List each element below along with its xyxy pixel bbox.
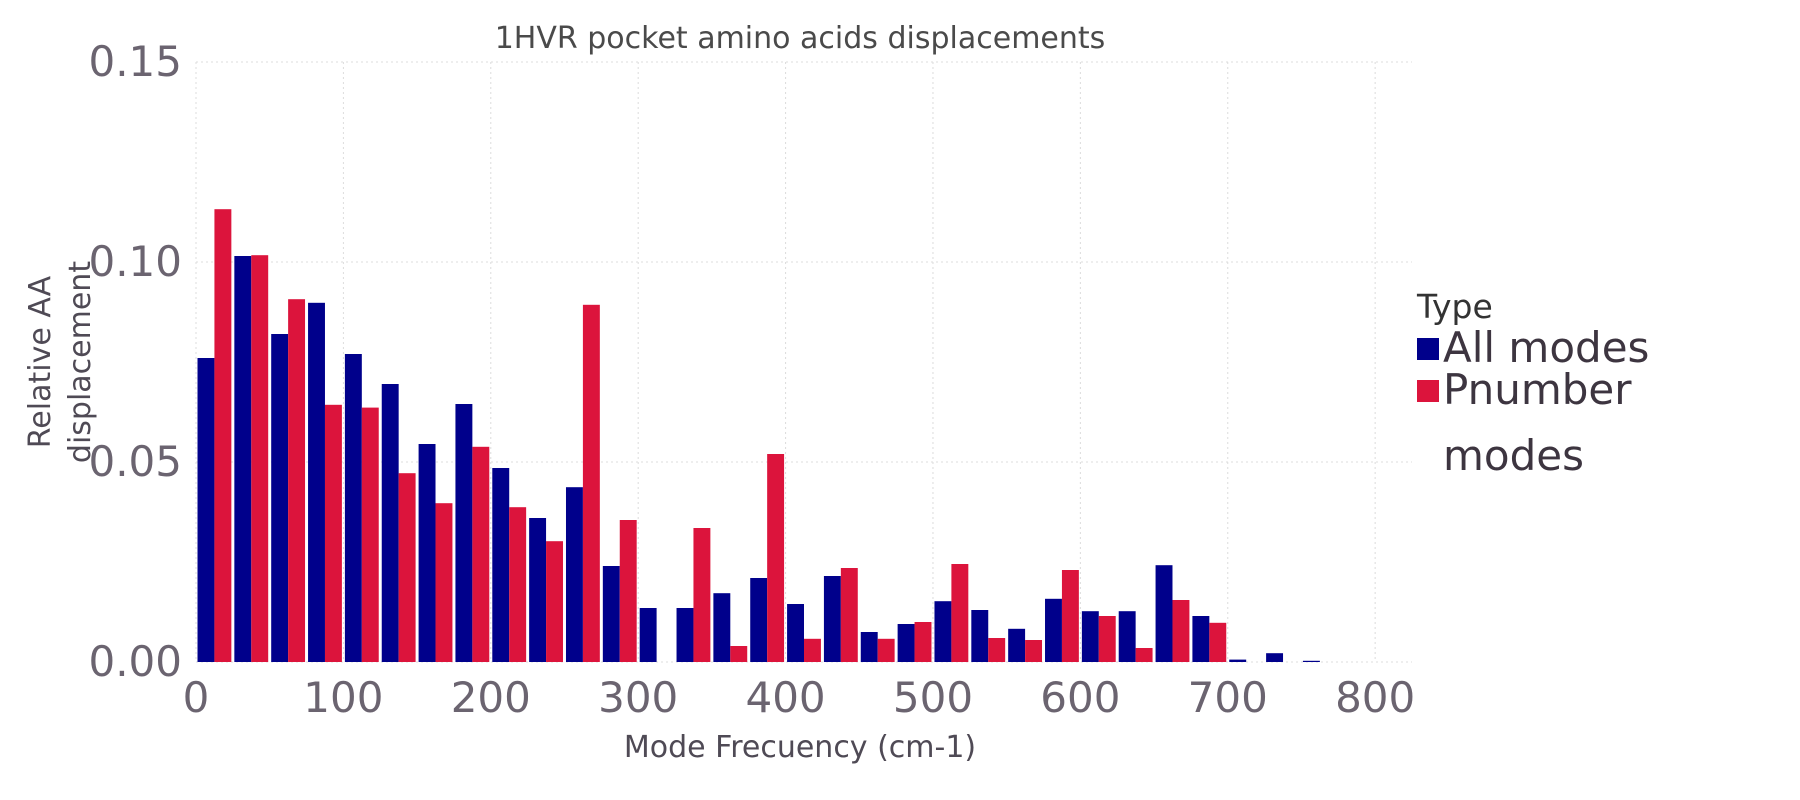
bar-all-modes (823, 576, 841, 662)
bar-pnumber-modes (730, 646, 748, 662)
bar-pnumber-modes (472, 446, 490, 662)
bar-pnumber-modes (877, 638, 895, 662)
bar-all-modes (1302, 660, 1320, 662)
x-axis-label: Mode Frecuency (cm-1) (624, 730, 976, 765)
bar-all-modes (1118, 611, 1136, 662)
bar-all-modes (971, 610, 989, 662)
bar-all-modes (197, 358, 215, 662)
bar-pnumber-modes (435, 503, 453, 662)
bar-all-modes (455, 404, 473, 662)
y-tick-label: 0.15 (88, 37, 182, 86)
y-axis-label-line: displacement (63, 261, 98, 463)
x-tick-label: 400 (745, 673, 825, 722)
y-axis-label-line: Relative AA (23, 275, 58, 448)
legend-label: All modes (1443, 323, 1649, 372)
y-tick-label: 0.00 (88, 637, 182, 686)
bar-pnumber-modes (1025, 640, 1043, 662)
x-tick-label: 700 (1188, 673, 1268, 722)
bar-pnumber-modes (509, 507, 527, 662)
bar-pnumber-modes (767, 454, 785, 662)
bar-all-modes (860, 632, 878, 662)
bar-all-modes (1266, 653, 1284, 662)
bar-all-modes (1008, 628, 1026, 662)
x-tick-label: 0 (183, 673, 210, 722)
bar-pnumber-modes (914, 622, 932, 662)
bar-all-modes (934, 601, 952, 662)
bar-pnumber-modes (398, 473, 416, 662)
x-tick-label: 300 (598, 673, 678, 722)
bar-pnumber-modes (804, 638, 821, 662)
x-tick-label: 600 (1040, 673, 1120, 722)
bar-all-modes (1081, 611, 1099, 662)
bar-all-modes (234, 256, 252, 662)
gridlines (195, 61, 1412, 663)
legend-label: Pnumber (1443, 365, 1632, 414)
y-axis-ticks: 0.00 0.05 0.10 0.15 (88, 37, 182, 686)
bar-pnumber-modes (251, 255, 269, 662)
bar-pnumber-modes (1061, 570, 1079, 662)
y-tick-label: 0.05 (88, 437, 182, 486)
bar-pnumber-modes (1209, 622, 1227, 662)
bar-all-modes (271, 334, 289, 662)
bar-pnumber-modes (1098, 616, 1116, 662)
bar-all-modes (676, 608, 694, 662)
bar-pnumber-modes (214, 209, 232, 662)
legend-title: Type (1416, 287, 1493, 326)
x-tick-label: 200 (451, 673, 531, 722)
x-tick-label: 100 (303, 673, 383, 722)
bar-pnumber-modes (582, 304, 600, 662)
bar-pnumber-modes (546, 541, 563, 662)
y-axis-label: Relative AA displacement (23, 261, 98, 463)
bar-all-modes (492, 468, 510, 662)
bar-pnumber-modes (324, 404, 342, 662)
bar-pnumber-modes (288, 299, 306, 662)
y-tick-label: 0.10 (88, 237, 182, 286)
bar-pnumber-modes (361, 407, 379, 662)
bar-all-modes (1192, 616, 1210, 662)
bar-all-modes (381, 384, 399, 662)
x-axis-ticks: 0 100 200 300 400 500 600 700 800 (183, 673, 1416, 722)
bar-all-modes (1155, 565, 1173, 662)
bar-all-modes (344, 354, 362, 662)
legend-swatch (1417, 380, 1439, 402)
bar-all-modes (897, 624, 915, 662)
bars (197, 209, 1320, 662)
legend-label: modes (1443, 431, 1584, 480)
legend-swatch (1417, 338, 1439, 360)
bar-pnumber-modes (619, 520, 637, 662)
bar-pnumber-modes (1135, 648, 1153, 662)
bar-all-modes (750, 578, 768, 662)
bar-all-modes (565, 487, 583, 662)
bar-all-modes (1045, 598, 1062, 662)
bar-all-modes (787, 604, 804, 662)
bar-all-modes (602, 566, 620, 662)
bar-all-modes (639, 608, 657, 662)
bar-pnumber-modes (988, 638, 1006, 662)
bar-pnumber-modes (693, 528, 711, 662)
bar-pnumber-modes (951, 564, 969, 662)
bar-all-modes (713, 593, 731, 662)
chart-title: 1HVR pocket amino acids displacements (495, 21, 1106, 56)
bar-all-modes (1229, 659, 1247, 662)
bar-all-modes (418, 444, 436, 662)
bar-pnumber-modes (840, 568, 858, 662)
bar-pnumber-modes (1172, 600, 1190, 662)
bar-all-modes (308, 302, 325, 662)
x-tick-label: 500 (893, 673, 973, 722)
bar-all-modes (529, 518, 547, 662)
x-tick-label: 800 (1335, 673, 1415, 722)
